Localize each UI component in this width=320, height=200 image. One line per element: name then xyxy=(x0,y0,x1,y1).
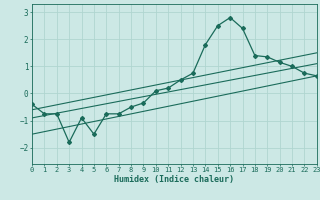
X-axis label: Humidex (Indice chaleur): Humidex (Indice chaleur) xyxy=(115,175,234,184)
